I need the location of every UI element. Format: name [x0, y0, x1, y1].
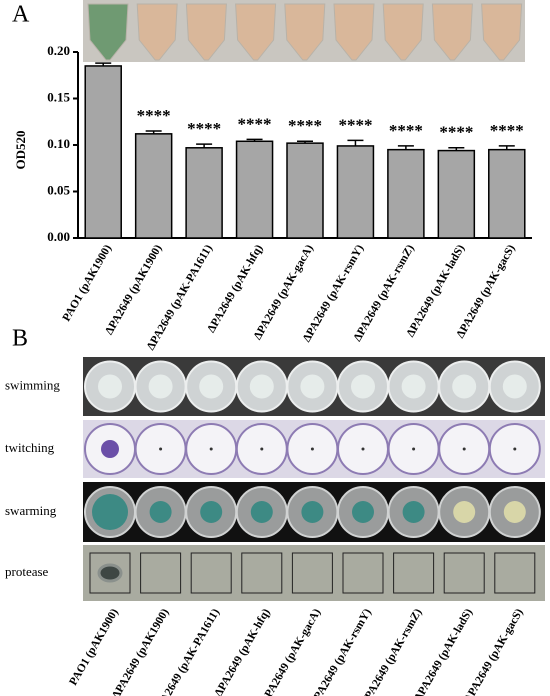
bar — [437, 149, 476, 239]
colony — [200, 501, 223, 523]
panel-label: A — [12, 2, 30, 28]
colony — [101, 440, 119, 458]
colony — [159, 447, 163, 451]
y-tick-label: 0.00 — [47, 229, 70, 244]
colony — [452, 374, 477, 399]
bar — [185, 147, 223, 239]
colony — [361, 447, 365, 451]
significance: **** — [288, 116, 322, 135]
significance: **** — [137, 106, 171, 125]
colony — [401, 374, 426, 399]
colony — [149, 501, 172, 523]
significance: **** — [187, 119, 221, 138]
x-tick-label: ΔPA2649 (pAK-ladS) — [405, 243, 468, 340]
x-tick-label: PAO1 (pAK1900) — [61, 243, 115, 324]
colony — [412, 447, 416, 451]
colony — [250, 501, 273, 523]
bar — [134, 133, 173, 239]
protease-well — [291, 552, 333, 594]
error-bar — [246, 138, 263, 142]
bar — [336, 145, 375, 239]
colony — [260, 447, 264, 451]
plate-photos: swimming twitching swarming protease — [5, 357, 545, 601]
panel-label: B — [12, 326, 28, 352]
assay-label: protease — [5, 564, 49, 579]
x-tick-label: ΔPA2649 (pAK-hfq) — [205, 243, 265, 335]
colony — [249, 374, 274, 399]
colony — [209, 447, 213, 451]
y-tick-label: 0.15 — [47, 89, 70, 104]
y-tick-label: 0.10 — [47, 136, 70, 151]
bar — [387, 148, 425, 239]
colony — [502, 374, 527, 399]
error-bar — [498, 145, 515, 150]
tube — [136, 3, 178, 61]
significance: **** — [490, 121, 524, 140]
significance: **** — [389, 121, 423, 140]
y-axis-label: OD520 — [13, 131, 28, 170]
assay-label: swimming — [5, 377, 60, 392]
column-label: ΔPA2649 (pAK-ladS) — [412, 607, 475, 696]
colony — [352, 501, 374, 523]
tube — [185, 3, 227, 61]
bar — [235, 140, 274, 239]
significance: **** — [338, 115, 372, 134]
assay-label: swarming — [5, 503, 57, 518]
error-bar — [347, 139, 364, 146]
x-tick-label: ΔPA2649 (pAK1900) — [103, 243, 164, 337]
colony — [402, 501, 425, 523]
tube — [382, 3, 424, 61]
tube — [333, 3, 375, 61]
y-tick-label: 0.05 — [47, 182, 70, 197]
colony — [301, 501, 324, 523]
tube — [431, 3, 473, 61]
colony — [503, 501, 526, 523]
bar — [488, 148, 526, 239]
photo-strip — [83, 545, 545, 601]
significance: **** — [439, 123, 473, 142]
halo — [97, 563, 123, 583]
colony — [148, 374, 173, 399]
error-bar — [95, 62, 112, 66]
error-bar — [196, 143, 213, 148]
colony — [310, 447, 314, 451]
tube — [87, 3, 129, 61]
bar — [84, 65, 122, 239]
protease-well — [190, 552, 232, 594]
y-tick-label: 0.20 — [47, 43, 70, 58]
assay-label: twitching — [5, 440, 55, 455]
colony — [513, 447, 517, 451]
significance: **** — [238, 114, 272, 133]
column-label: ΔPA2649 (pAK1900) — [110, 607, 171, 696]
colony — [462, 447, 466, 451]
colony — [351, 374, 375, 399]
column-label: ΔPA2649 (pAK-hfq) — [213, 607, 273, 696]
protease-well — [393, 552, 435, 594]
error-bar — [145, 130, 162, 134]
colony — [92, 494, 128, 530]
colony — [300, 374, 325, 399]
colony — [199, 374, 224, 399]
column-label: ΔPA2649 (pAK-gacS) — [462, 607, 525, 696]
tube — [235, 3, 277, 61]
column-label: PAO1 (pAK1900) — [67, 607, 121, 688]
protease-well — [494, 552, 536, 594]
error-bar — [397, 145, 414, 150]
column-label: ΔPA2649 (pAK-gacA) — [259, 607, 323, 696]
protease-well — [342, 552, 384, 594]
x-tick-label: ΔPA2649 (pAK-gacS) — [454, 243, 517, 341]
error-bar — [297, 140, 313, 144]
colony — [453, 501, 476, 523]
colony — [98, 374, 122, 399]
error-bar — [448, 147, 465, 151]
bar — [286, 142, 324, 239]
protease-well — [443, 552, 485, 594]
tube — [284, 3, 326, 61]
protease-well — [140, 552, 182, 594]
tube — [481, 3, 523, 61]
tubes — [87, 3, 523, 61]
protease-well — [241, 552, 283, 594]
protease-well — [89, 552, 131, 594]
